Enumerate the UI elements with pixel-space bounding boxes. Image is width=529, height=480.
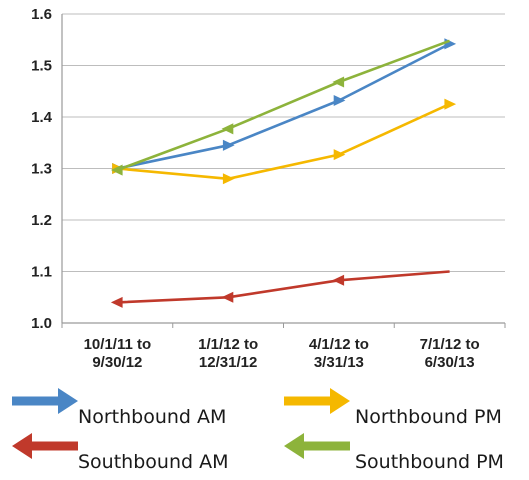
y-tick-label: 1.6 (31, 6, 52, 23)
x-tick-label: 1/1/12 to 12/31/12 (198, 336, 258, 371)
x-tick-label-line: 1/1/12 to (198, 336, 258, 353)
legend-label: Northbound PM (355, 406, 502, 428)
data-point (332, 274, 345, 286)
series-line (117, 42, 451, 170)
x-tick-label-line: 10/1/11 to (84, 336, 152, 353)
x-tick-label: 4/1/12 to 3/31/13 (309, 336, 369, 371)
legend-label: Southbound PM (355, 451, 504, 473)
series-line (117, 270, 450, 304)
legend-arrow-icon (284, 388, 350, 414)
legend-arrow-icon (12, 433, 78, 459)
data-point (110, 296, 123, 308)
data-point (333, 95, 346, 106)
legend-arrow-icon (12, 388, 78, 414)
series-line (117, 102, 451, 181)
y-tick-label: 1.0 (31, 315, 52, 332)
data-point (221, 291, 234, 303)
legend: Northbound AM Northbound PM Southbound AM S… (12, 388, 504, 473)
x-tick-label: 10/1/11 to 9/30/12 (84, 336, 152, 371)
data-point (110, 164, 123, 176)
data-point (444, 38, 457, 50)
y-tick-label: 1.1 (31, 264, 52, 281)
legend-item: Southbound AM (12, 433, 228, 473)
x-tick-label-line: 3/31/13 (314, 354, 364, 371)
series-southbound-pm (110, 39, 451, 176)
x-axis-ticks: 10/1/11 to 9/30/12 1/1/12 to 12/31/12 4/1/12… (61, 323, 506, 371)
legend-item: Southbound PM (284, 433, 504, 473)
legend-arrow-icon (284, 433, 350, 459)
series-southbound-am (110, 270, 450, 308)
y-axis-ticks: 1.0 1.1 1.2 1.3 1.4 1.5 1.6 (31, 6, 53, 332)
series-line (116, 39, 451, 172)
y-tick-label: 1.5 (31, 58, 52, 75)
x-tick-label-line: 9/30/12 (92, 354, 142, 371)
x-tick-label-line: 12/31/12 (199, 354, 257, 371)
legend-label: Southbound AM (78, 451, 228, 473)
data-point (222, 139, 235, 151)
x-tick-label-line: 6/30/13 (425, 354, 475, 371)
x-tick-label: 7/1/12 to 6/30/13 (420, 336, 480, 371)
x-tick-label-line: 7/1/12 to (420, 336, 480, 353)
legend-label: Northbound AM (78, 406, 226, 428)
data-point (221, 123, 234, 135)
data-point (333, 149, 346, 161)
legend-item: Northbound AM (12, 388, 226, 428)
y-tick-label: 1.4 (31, 109, 53, 126)
data-point (332, 76, 345, 88)
series-northbound-pm (112, 98, 457, 185)
gridlines (62, 13, 505, 272)
y-tick-label: 1.2 (31, 212, 52, 229)
x-tick-label-line: 4/1/12 to (309, 336, 369, 353)
data-point (222, 173, 235, 185)
y-tick-label: 1.3 (31, 161, 52, 178)
legend-item: Northbound PM (284, 388, 502, 428)
data-point (444, 98, 457, 110)
series-layer (110, 38, 457, 308)
